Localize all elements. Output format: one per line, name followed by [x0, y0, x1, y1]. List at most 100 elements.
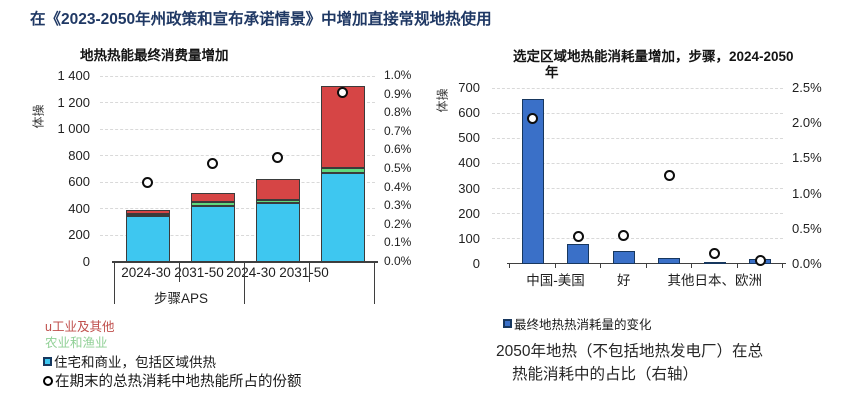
gridline — [492, 137, 783, 139]
share-marker — [572, 231, 584, 243]
x-axis-group-label: 步骤APS — [153, 291, 208, 306]
legend-industry-label: u工业及其他 — [45, 320, 115, 334]
y-axis-tick-label: 1 400 — [57, 68, 90, 83]
gridline — [492, 87, 783, 89]
x-axis-tick-label: 2024-30 — [121, 265, 171, 280]
y2-axis-tick-label: 0.4% — [384, 179, 412, 194]
axis-tick-line — [509, 264, 510, 268]
axis-tick-line — [691, 264, 692, 268]
legend-residential-label: 住宅和商业，包括区域供热 — [54, 355, 216, 370]
right-chart-title-line2: 年 — [545, 65, 559, 80]
cyan-square-icon — [43, 356, 52, 366]
bar-segment — [703, 261, 726, 264]
y-axis-tick-label: 300 — [458, 180, 480, 196]
circle-marker-icon — [43, 375, 53, 386]
gridline — [100, 75, 375, 77]
y-axis-tick-label: 500 — [458, 130, 480, 146]
y2-axis-tick-label: 0.0% — [792, 256, 822, 271]
bar-segment — [255, 178, 300, 200]
share-marker — [527, 112, 539, 124]
x-axis-tick-label: 其他日本、欧洲 — [667, 273, 763, 288]
left-chart-title: 地热热能最终消费量增加 — [80, 48, 229, 63]
legend-share-marker-label: 在期末的总热消耗中地热能所占的份额 — [55, 374, 302, 390]
legend-final-consumption-label: 最终地热热消耗量的变化 — [514, 318, 652, 332]
axis-bracket-line — [374, 262, 375, 304]
bar-segment — [190, 205, 235, 262]
legend-agriculture: 农业和渔业 — [45, 332, 108, 351]
gridline — [100, 102, 375, 104]
bar-segment — [320, 85, 365, 168]
bar-segment — [190, 192, 235, 203]
bar-segment — [320, 167, 365, 173]
x-axis-tick-label: 2031-50 — [174, 265, 224, 280]
y2-axis-tick-label: 2.5% — [792, 80, 822, 95]
gridline — [100, 181, 375, 183]
share-marker — [142, 176, 153, 188]
gridline — [492, 213, 783, 215]
right-chart-title-line1: 选定区域地热能消耗量增加，步骤，2024-2050 — [513, 49, 794, 64]
x-axis-tick-label: 中国-美国 — [526, 273, 585, 288]
share-marker — [618, 229, 630, 241]
axis-tick-line — [554, 264, 556, 268]
x-axis-tick-label: 2024-30 — [226, 265, 276, 280]
share-marker — [663, 169, 675, 181]
bar-segment — [658, 257, 681, 264]
y-axis-tick-label: 0 — [472, 256, 480, 271]
bar-segment — [255, 199, 300, 203]
y-axis-tick-label: 700 — [458, 80, 480, 95]
y2-axis-tick-label: 0.7% — [384, 123, 412, 138]
y-axis-tick-label: 1 000 — [57, 121, 90, 137]
share-marker — [709, 247, 721, 259]
y-axis-tick-label: 200 — [458, 205, 480, 221]
bar-segment — [320, 172, 365, 262]
y2-axis-tick-label: 0.9% — [384, 86, 412, 101]
x-axis-tick-label: 好 — [617, 273, 631, 288]
y-axis-tick-label: 1 200 — [57, 94, 90, 110]
legend-share-marker: 在期末的总热消耗中地热能所占的份额 — [43, 370, 302, 391]
y2-axis-tick-label: 0.6% — [384, 142, 412, 157]
bar-segment — [612, 251, 635, 264]
axis-tick-line — [782, 264, 783, 268]
bar-segment — [125, 215, 170, 262]
right-caption-line1: 2050年地热（不包括地热发电厂）在总 — [496, 343, 763, 360]
page-title: 在《2023-2050年州政策和宣布承诺情景》中增加直接常规地热使用 — [30, 11, 492, 28]
gridline — [100, 155, 375, 157]
bar-segment — [567, 243, 590, 264]
y-axis-tick-label: 100 — [458, 230, 480, 246]
axis-bracket-line — [244, 262, 245, 304]
y2-axis-tick-label: 1.5% — [792, 150, 822, 166]
y-axis-tick-label: 200 — [68, 227, 90, 243]
gridline — [100, 128, 375, 130]
y2-axis-tick-label: 0.1% — [384, 235, 412, 250]
y2-axis-tick-label: 0.5% — [384, 161, 412, 175]
bar-segment — [255, 202, 300, 262]
y-axis-tick-label: 400 — [68, 200, 90, 216]
gridline — [492, 188, 783, 190]
navy-square-icon — [503, 319, 512, 328]
legend-final-consumption: 最终地热热消耗量的变化 — [503, 314, 652, 333]
y2-axis-tick-label: 1.0% — [792, 185, 822, 201]
share-marker — [207, 157, 218, 169]
share-marker — [754, 254, 766, 266]
axis-tick-line — [736, 264, 738, 268]
y2-axis-tick-label: 1.0% — [384, 68, 412, 82]
bar-segment — [125, 213, 170, 216]
y-axis-tick-label: 600 — [68, 174, 90, 190]
y2-axis-tick-label: 0.8% — [384, 105, 412, 120]
y2-axis-tick-label: 2.0% — [792, 115, 822, 131]
y-axis-tick-label: 0 — [82, 254, 90, 269]
gridline — [100, 208, 375, 210]
y2-axis-tick-label: 0.0% — [384, 254, 412, 268]
gridline — [492, 112, 783, 114]
x-axis-line — [507, 263, 786, 264]
bar-segment — [125, 209, 170, 214]
legend-residential: 住宅和商业，包括区域供热 — [43, 351, 216, 371]
bar-segment — [190, 202, 235, 206]
y-axis-tick-label: 600 — [458, 105, 480, 121]
axis-bracket-line — [114, 262, 115, 304]
y2-axis-tick-label: 0.2% — [384, 216, 412, 231]
share-marker — [272, 152, 283, 164]
x-axis-line — [112, 261, 378, 263]
